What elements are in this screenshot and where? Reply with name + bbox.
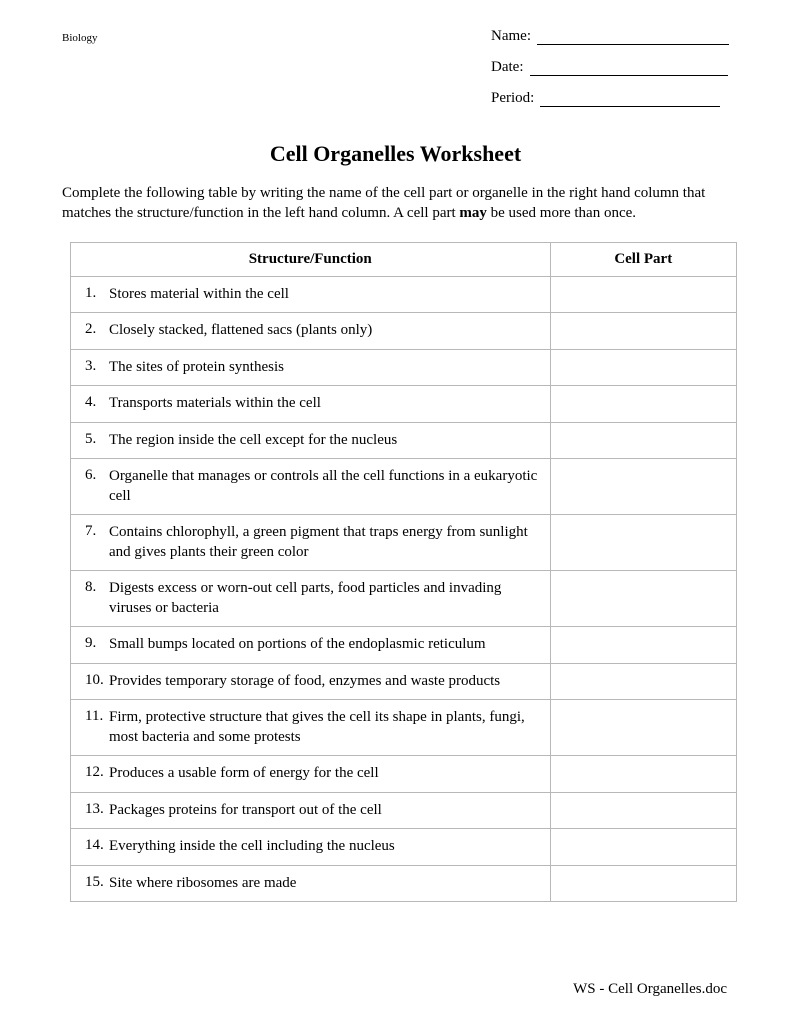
worksheet-page: Biology Name: Date: Period: Cell Organel…: [0, 0, 791, 1024]
table-row: 9.Small bumps located on portions of the…: [71, 627, 737, 664]
name-blank[interactable]: [537, 31, 729, 45]
row-text: Transports materials within the cell: [109, 394, 540, 414]
function-cell: 6.Organelle that manages or controls all…: [71, 459, 551, 515]
row-text: Packages proteins for transport out of t…: [109, 801, 540, 821]
table-row: 10.Provides temporary storage of food, e…: [71, 663, 737, 700]
answer-cell[interactable]: [550, 276, 736, 313]
answer-cell[interactable]: [550, 459, 736, 515]
instructions-post: be used more than once.: [487, 205, 636, 221]
subject-label: Biology: [62, 28, 97, 44]
table-header-row: Structure/Function Cell Part: [71, 242, 737, 276]
answer-cell[interactable]: [550, 422, 736, 459]
row-number: 3.: [85, 358, 109, 375]
date-label: Date:: [491, 59, 523, 76]
row-number: 6.: [85, 467, 109, 484]
function-cell: 8.Digests excess or worn-out cell parts,…: [71, 571, 551, 627]
row-text: Everything inside the cell including the…: [109, 837, 540, 857]
table-body: 1.Stores material within the cell2.Close…: [71, 276, 737, 902]
function-cell: 3.The sites of protein synthesis: [71, 349, 551, 386]
function-cell: 4.Transports materials within the cell: [71, 386, 551, 423]
row-number: 2.: [85, 321, 109, 338]
row-number: 12.: [85, 764, 109, 781]
answer-cell[interactable]: [550, 865, 736, 902]
row-number: 9.: [85, 635, 109, 652]
instructions: Complete the following table by writing …: [62, 183, 729, 224]
row-text: Closely stacked, flattened sacs (plants …: [109, 321, 540, 341]
table-row: 1.Stores material within the cell: [71, 276, 737, 313]
table-row: 15.Site where ribosomes are made: [71, 865, 737, 902]
function-cell: 5.The region inside the cell except for …: [71, 422, 551, 459]
date-blank[interactable]: [530, 62, 728, 76]
function-cell: 1.Stores material within the cell: [71, 276, 551, 313]
row-text: Produces a usable form of energy for the…: [109, 764, 540, 784]
table-row: 3.The sites of protein synthesis: [71, 349, 737, 386]
row-text: Digests excess or worn-out cell parts, f…: [109, 579, 540, 618]
header-row: Biology Name: Date: Period:: [62, 28, 729, 107]
name-label: Name:: [491, 28, 531, 45]
answer-cell[interactable]: [550, 756, 736, 793]
answer-cell[interactable]: [550, 349, 736, 386]
row-text: Organelle that manages or controls all t…: [109, 467, 540, 506]
function-cell: 14.Everything inside the cell including …: [71, 829, 551, 866]
row-number: 1.: [85, 285, 109, 302]
answer-cell[interactable]: [550, 386, 736, 423]
row-text: The region inside the cell except for th…: [109, 431, 540, 451]
answer-cell[interactable]: [550, 313, 736, 350]
period-blank[interactable]: [540, 93, 720, 107]
function-cell: 7.Contains chlorophyll, a green pigment …: [71, 515, 551, 571]
answer-cell[interactable]: [550, 792, 736, 829]
function-cell: 11.Firm, protective structure that gives…: [71, 700, 551, 756]
answer-cell[interactable]: [550, 829, 736, 866]
row-number: 14.: [85, 837, 109, 854]
table-row: 2.Closely stacked, flattened sacs (plant…: [71, 313, 737, 350]
row-text: Contains chlorophyll, a green pigment th…: [109, 523, 540, 562]
table-row: 12.Produces a usable form of energy for …: [71, 756, 737, 793]
table-row: 4.Transports materials within the cell: [71, 386, 737, 423]
function-cell: 12.Produces a usable form of energy for …: [71, 756, 551, 793]
row-number: 4.: [85, 394, 109, 411]
row-number: 13.: [85, 801, 109, 818]
answer-cell[interactable]: [550, 700, 736, 756]
organelle-table: Structure/Function Cell Part 1.Stores ma…: [70, 242, 737, 903]
function-cell: 15.Site where ribosomes are made: [71, 865, 551, 902]
function-cell: 10.Provides temporary storage of food, e…: [71, 663, 551, 700]
period-label: Period:: [491, 90, 534, 107]
period-field: Period:: [491, 90, 729, 107]
student-fields: Name: Date: Period:: [491, 28, 729, 107]
row-text: Small bumps located on portions of the e…: [109, 635, 540, 655]
row-text: Firm, protective structure that gives th…: [109, 708, 540, 747]
row-number: 5.: [85, 431, 109, 448]
table-row: 13.Packages proteins for transport out o…: [71, 792, 737, 829]
row-text: The sites of protein synthesis: [109, 358, 540, 378]
table-row: 7.Contains chlorophyll, a green pigment …: [71, 515, 737, 571]
table-row: 11.Firm, protective structure that gives…: [71, 700, 737, 756]
row-number: 15.: [85, 874, 109, 891]
function-cell: 9.Small bumps located on portions of the…: [71, 627, 551, 664]
row-number: 8.: [85, 579, 109, 596]
answer-cell[interactable]: [550, 515, 736, 571]
name-field: Name:: [491, 28, 729, 45]
row-number: 7.: [85, 523, 109, 540]
row-text: Site where ribosomes are made: [109, 874, 540, 894]
function-cell: 2.Closely stacked, flattened sacs (plant…: [71, 313, 551, 350]
instructions-bold: may: [459, 205, 487, 221]
row-text: Stores material within the cell: [109, 285, 540, 305]
row-number: 11.: [85, 708, 109, 725]
table-row: 14.Everything inside the cell including …: [71, 829, 737, 866]
answer-cell[interactable]: [550, 663, 736, 700]
table-row: 5.The region inside the cell except for …: [71, 422, 737, 459]
footer-filename: WS - Cell Organelles.doc: [573, 981, 727, 998]
row-number: 10.: [85, 672, 109, 689]
header-part: Cell Part: [550, 242, 736, 276]
table-row: 8.Digests excess or worn-out cell parts,…: [71, 571, 737, 627]
function-cell: 13.Packages proteins for transport out o…: [71, 792, 551, 829]
date-field: Date:: [491, 59, 729, 76]
row-text: Provides temporary storage of food, enzy…: [109, 672, 540, 692]
worksheet-title: Cell Organelles Worksheet: [62, 141, 729, 167]
header-function: Structure/Function: [71, 242, 551, 276]
table-row: 6.Organelle that manages or controls all…: [71, 459, 737, 515]
answer-cell[interactable]: [550, 571, 736, 627]
answer-cell[interactable]: [550, 627, 736, 664]
